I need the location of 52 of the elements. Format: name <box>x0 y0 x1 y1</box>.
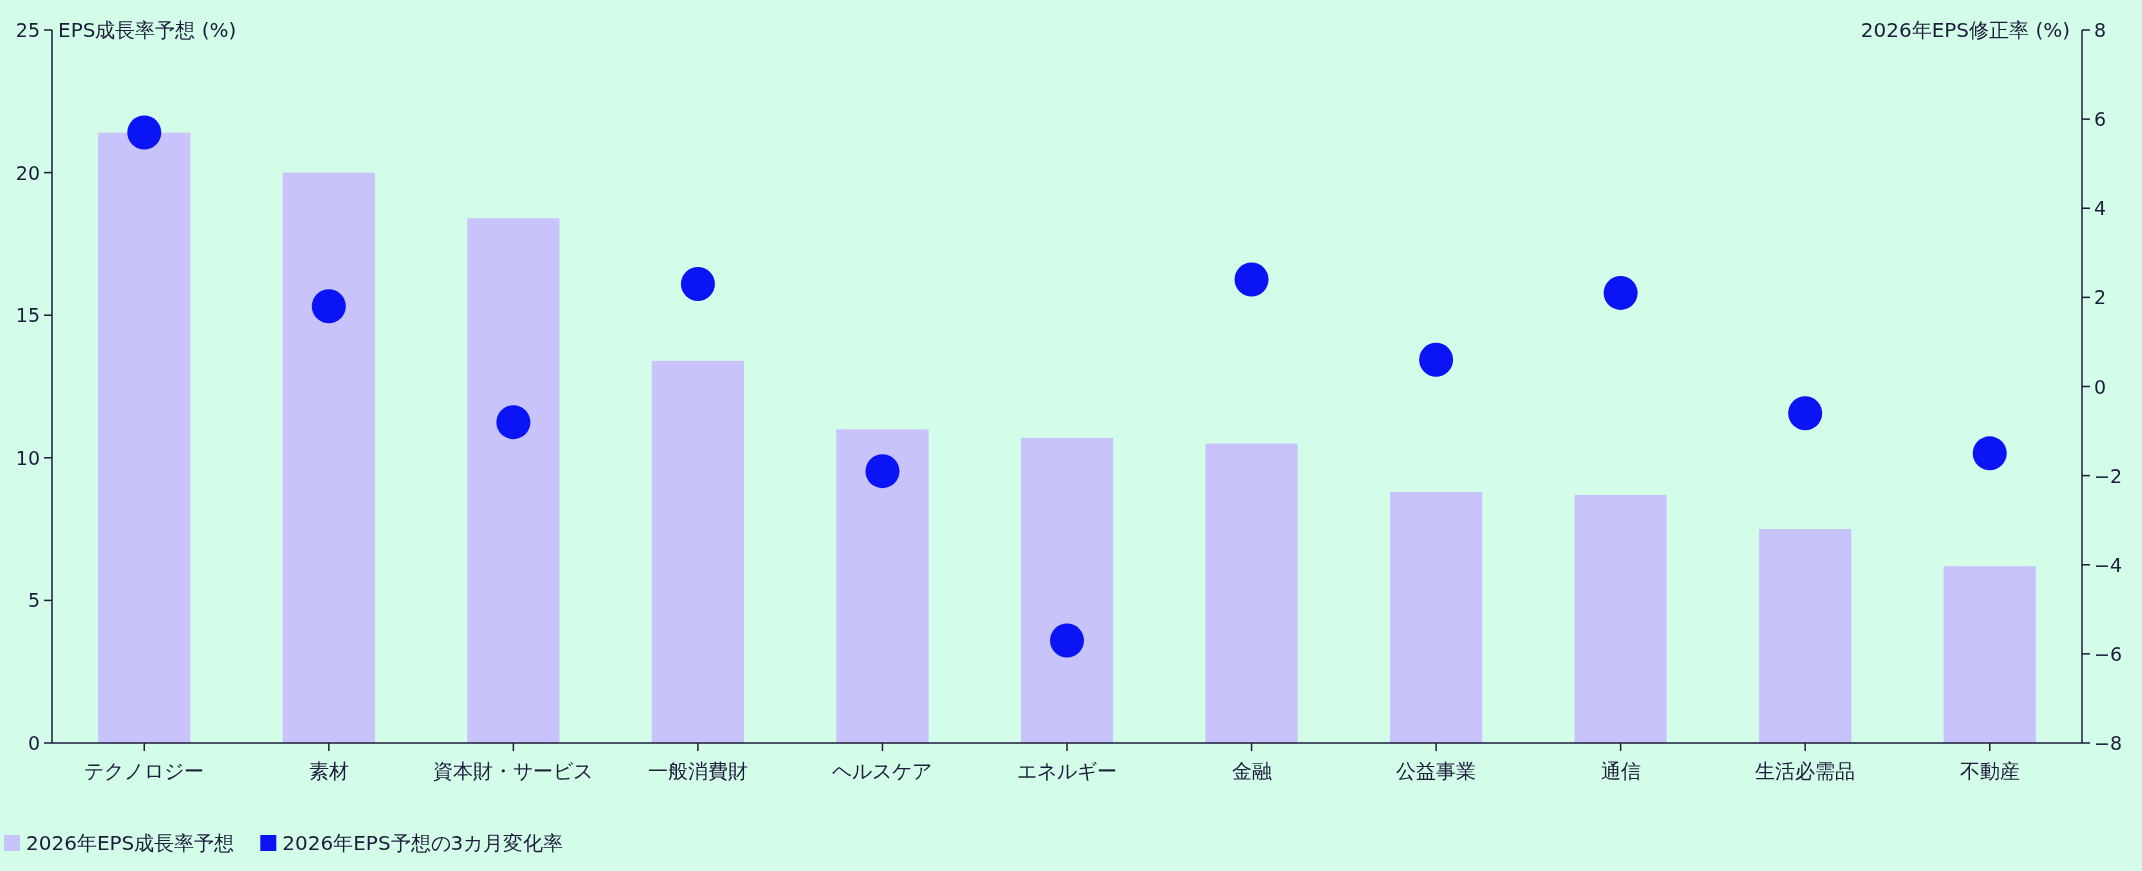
bar <box>1943 566 2036 743</box>
point <box>1234 262 1269 297</box>
point <box>496 405 531 440</box>
bar <box>1205 443 1298 743</box>
bar <box>467 218 560 743</box>
y-tick-label: 10 <box>15 446 40 469</box>
point <box>680 267 715 302</box>
x-tick-label: 生活必需品 <box>1755 759 1856 783</box>
y2-tick-label: 2 <box>2094 286 2107 309</box>
x-tick-label: 素材 <box>308 759 349 783</box>
point <box>1788 396 1823 431</box>
y-tick-label: 15 <box>15 304 40 327</box>
bar <box>1574 494 1667 743</box>
y2-tick-label: −6 <box>2094 642 2123 665</box>
y2-tick-label: 6 <box>2094 108 2107 131</box>
y-tick-label: 0 <box>27 732 40 754</box>
bar <box>1759 529 1852 743</box>
bar <box>1020 437 1114 743</box>
y2-tick-label: −2 <box>2094 464 2123 487</box>
legend-label: 2026年EPS成長率予想 <box>26 831 235 855</box>
point <box>1419 342 1454 377</box>
y2-tick-label: 8 <box>2094 19 2107 41</box>
y2-tick-label: 0 <box>2094 375 2107 398</box>
point <box>1050 623 1084 658</box>
bar <box>282 172 375 743</box>
x-tick-label: 資本財・サービス <box>433 759 594 783</box>
x-tick-label: 金融 <box>1231 759 1272 783</box>
y-tick-label: 25 <box>15 19 40 41</box>
x-tick-label: 不動産 <box>1959 759 2020 783</box>
y-axis-title: EPS成長率予想 (%) <box>58 18 237 42</box>
bar <box>651 360 745 743</box>
y-tick-label: 20 <box>15 161 40 184</box>
point <box>865 454 900 489</box>
x-tick-label: エネルギー <box>1017 759 1117 783</box>
x-tick-label: 通信 <box>1600 759 1641 783</box>
point <box>1972 436 2007 471</box>
y2-tick-label: 4 <box>2094 197 2107 220</box>
y2-axis-title: 2026年EPS修正率 (%) <box>1860 18 2070 42</box>
bar <box>1389 492 1483 743</box>
y-tick-label: 5 <box>27 589 40 612</box>
x-tick-label: テクノロジー <box>84 759 205 783</box>
x-tick-label: ヘルスケア <box>832 759 933 783</box>
point <box>311 289 346 324</box>
point <box>1603 275 1638 310</box>
x-tick-label: 公益事業 <box>1396 759 1477 783</box>
x-tick-label: 一般消費財 <box>647 759 748 783</box>
legend-label: 2026年EPS予想の3カ月変化率 <box>282 831 564 855</box>
y2-tick-label: −4 <box>2094 553 2123 576</box>
bar <box>98 132 191 743</box>
y2-tick-label: −8 <box>2094 732 2123 754</box>
point <box>127 115 162 150</box>
bar <box>836 429 929 743</box>
